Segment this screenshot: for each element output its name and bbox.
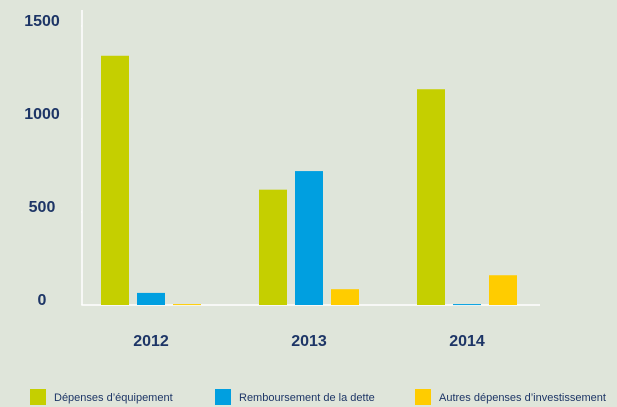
legend-label: Autres dépenses d’investissement: [439, 392, 606, 404]
bar: [259, 189, 287, 305]
legend-swatch: [215, 389, 231, 405]
bar: [295, 171, 323, 305]
bar: [453, 304, 481, 306]
y-tick-label: 1500: [24, 13, 60, 30]
y-tick-label: 0: [38, 292, 47, 309]
x-tick-label: 2014: [449, 333, 485, 350]
bar: [101, 55, 129, 306]
x-tick-label: 2013: [291, 333, 327, 350]
legend-label: Remboursement de la dette: [239, 392, 375, 404]
bar: [331, 289, 359, 305]
bar: [137, 292, 165, 305]
legend-label: Dépenses d’équipement: [54, 392, 173, 404]
bar: [489, 275, 517, 305]
bar: [417, 89, 445, 306]
legend-swatch: [30, 389, 46, 405]
y-tick-label: 500: [29, 199, 56, 216]
legend-swatch: [415, 389, 431, 405]
x-tick-label: 2012: [133, 333, 169, 350]
bar: [173, 304, 201, 306]
y-tick-label: 1000: [24, 106, 60, 123]
